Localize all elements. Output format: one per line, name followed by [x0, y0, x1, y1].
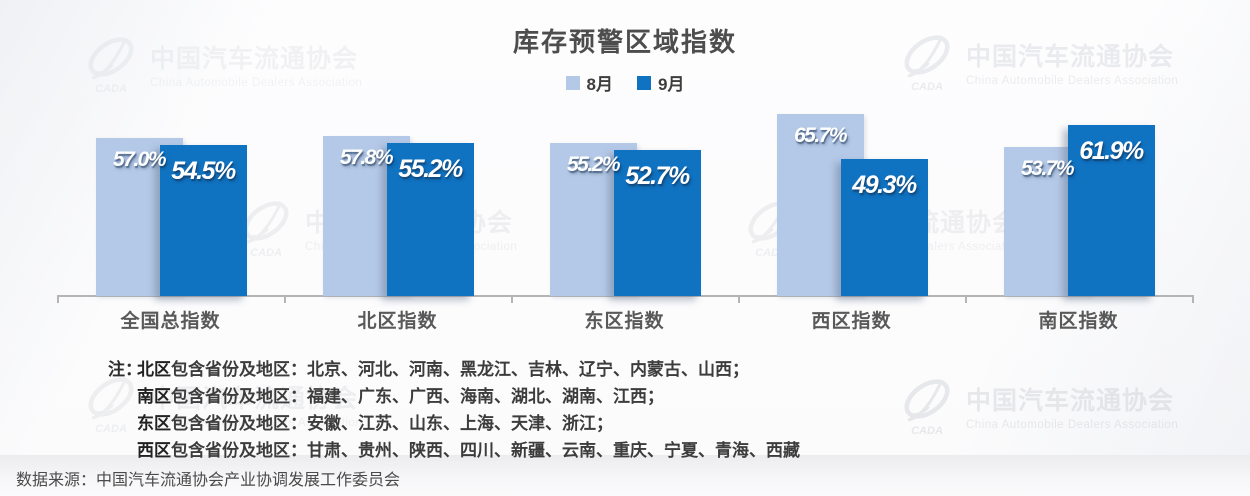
bar-value-label: 54.5% [171, 157, 236, 186]
bar-value-label: 52.7% [625, 162, 690, 191]
note-region-name: 东区 [137, 414, 171, 433]
note-region-name: 北区 [137, 360, 171, 379]
category-label-北区指数: 北区指数 [357, 311, 438, 332]
category-label-南区指数: 南区指数 [1038, 311, 1119, 332]
category-label-全国总指数: 全国总指数 [120, 311, 221, 332]
legend-swatch-icon [637, 75, 651, 90]
x-axis-tick [965, 295, 967, 303]
bar-9月-南区指数 [1067, 124, 1155, 296]
x-axis-tick [57, 295, 59, 303]
bar-value-label: 61.9% [1079, 136, 1144, 165]
x-axis-tick [1192, 295, 1194, 303]
bar-value-label: 49.3% [852, 171, 917, 200]
bar-value-label: 65.7% [793, 124, 848, 147]
bar-value-label: 55.2% [398, 155, 463, 184]
note-region-name: 南区 [137, 387, 171, 406]
legend-item-8月: 8月 [565, 70, 613, 95]
bar-9月-全国总指数 [159, 145, 247, 296]
bar-value-label: 53.7% [1020, 157, 1075, 181]
legend-swatch-icon [565, 75, 580, 90]
note-line: 北区包含省份及地区：北京、河北、河南、黑龙江、吉林、辽宁、内蒙古、山西； [137, 360, 749, 379]
note-line: 西区包含省份及地区：甘肃、贵州、陕西、四川、新疆、云南、重庆、宁夏、青海、西藏 [137, 441, 800, 460]
category-label-西区指数: 西区指数 [811, 311, 892, 332]
bar-9月-西区指数 [840, 159, 928, 296]
notes-prefix: 注： [108, 360, 142, 379]
footer-band [0, 455, 1250, 496]
legend-label: 9月 [658, 75, 685, 94]
x-axis-tick [738, 295, 740, 303]
legend: 8月 9月 [0, 70, 1250, 95]
category-label-东区指数: 东区指数 [584, 311, 665, 332]
data-source: 数据来源：中国汽车流通协会产业协调发展工作委员会 [16, 472, 401, 489]
note-region-name: 西区 [137, 441, 171, 460]
legend-item-9月: 9月 [637, 70, 684, 95]
note-line: 东区包含省份及地区：安徽、江苏、山东、上海、天津、浙江； [137, 414, 613, 433]
x-axis-tick [284, 295, 286, 303]
bar-value-label: 55.2% [566, 153, 621, 177]
chart-title: 库存预警区域指数 [512, 27, 737, 57]
bar-9月-北区指数 [386, 143, 474, 296]
bar-9月-东区指数 [613, 150, 701, 296]
bar-value-label: 57.8% [339, 145, 394, 169]
note-line: 南区包含省份及地区：福建、广东、广西、海南、湖北、湖南、江西； [137, 387, 664, 406]
bar-value-label: 57.0% [112, 148, 167, 172]
x-axis-line [57, 295, 1192, 297]
legend-label: 8月 [586, 75, 613, 94]
x-axis-tick [511, 295, 513, 303]
notes: 北区包含省份及地区：北京、河北、河南、黑龙江、吉林、辽宁、内蒙古、山西； 南区包含… [137, 356, 800, 464]
